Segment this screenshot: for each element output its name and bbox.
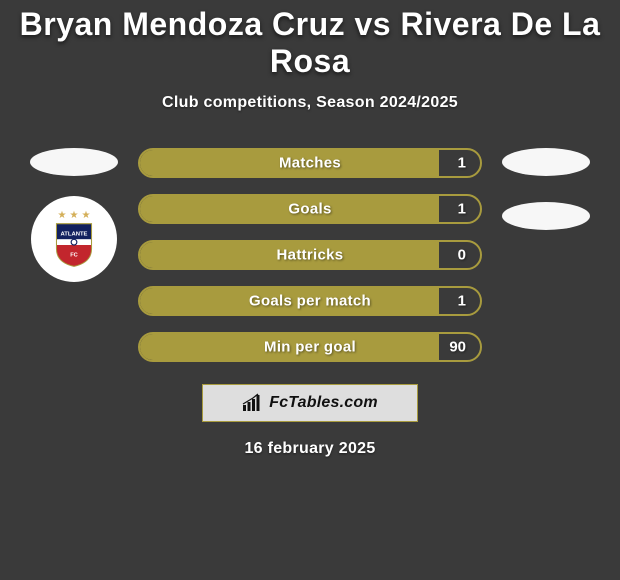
stat-bar-matches: Matches 1 [138,148,482,178]
player-avatar-right [502,148,590,176]
main-row: ★ ★ ★ [0,148,620,362]
attribution-box[interactable]: FcTables.com [202,384,418,422]
star-icon: ★ [58,210,67,221]
shield-icon: ATLANTE FC [55,222,93,268]
stat-value: 1 [458,293,466,310]
right-avatars [496,148,596,230]
stat-value: 1 [458,201,466,218]
stat-label: Min per goal [264,339,356,356]
badge-stars: ★ ★ ★ [58,210,91,221]
stat-label: Hattricks [277,247,344,264]
club-badge-left: ★ ★ ★ [31,196,117,282]
club-avatar-right [502,202,590,230]
stat-label: Matches [279,155,341,172]
stat-value: 0 [458,247,466,264]
stats-column: Matches 1 Goals 1 Hattricks 0 Goals per … [138,148,482,362]
stat-label: Goals per match [249,293,371,310]
player-avatar-left [30,148,118,176]
star-icon: ★ [81,210,90,221]
badge-label: ATLANTE [61,232,88,238]
star-icon: ★ [70,210,79,221]
comparison-card: Bryan Mendoza Cruz vs Rivera De La Rosa … [0,0,620,458]
svg-text:FC: FC [70,252,78,258]
date-line: 16 february 2025 [0,440,620,458]
stat-bar-goals-per-match: Goals per match 1 [138,286,482,316]
page-title: Bryan Mendoza Cruz vs Rivera De La Rosa [0,6,620,80]
subtitle: Club competitions, Season 2024/2025 [0,94,620,112]
stat-bar-goals: Goals 1 [138,194,482,224]
stat-bar-hattricks: Hattricks 0 [138,240,482,270]
chart-bars-icon [242,393,264,413]
club-badge-inner: ★ ★ ★ [38,203,110,275]
stat-bar-min-per-goal: Min per goal 90 [138,332,482,362]
stat-label: Goals [288,201,331,218]
stat-value: 1 [458,155,466,172]
left-avatars: ★ ★ ★ [24,148,124,282]
stat-value: 90 [449,339,466,356]
attribution-text: FcTables.com [269,394,378,412]
